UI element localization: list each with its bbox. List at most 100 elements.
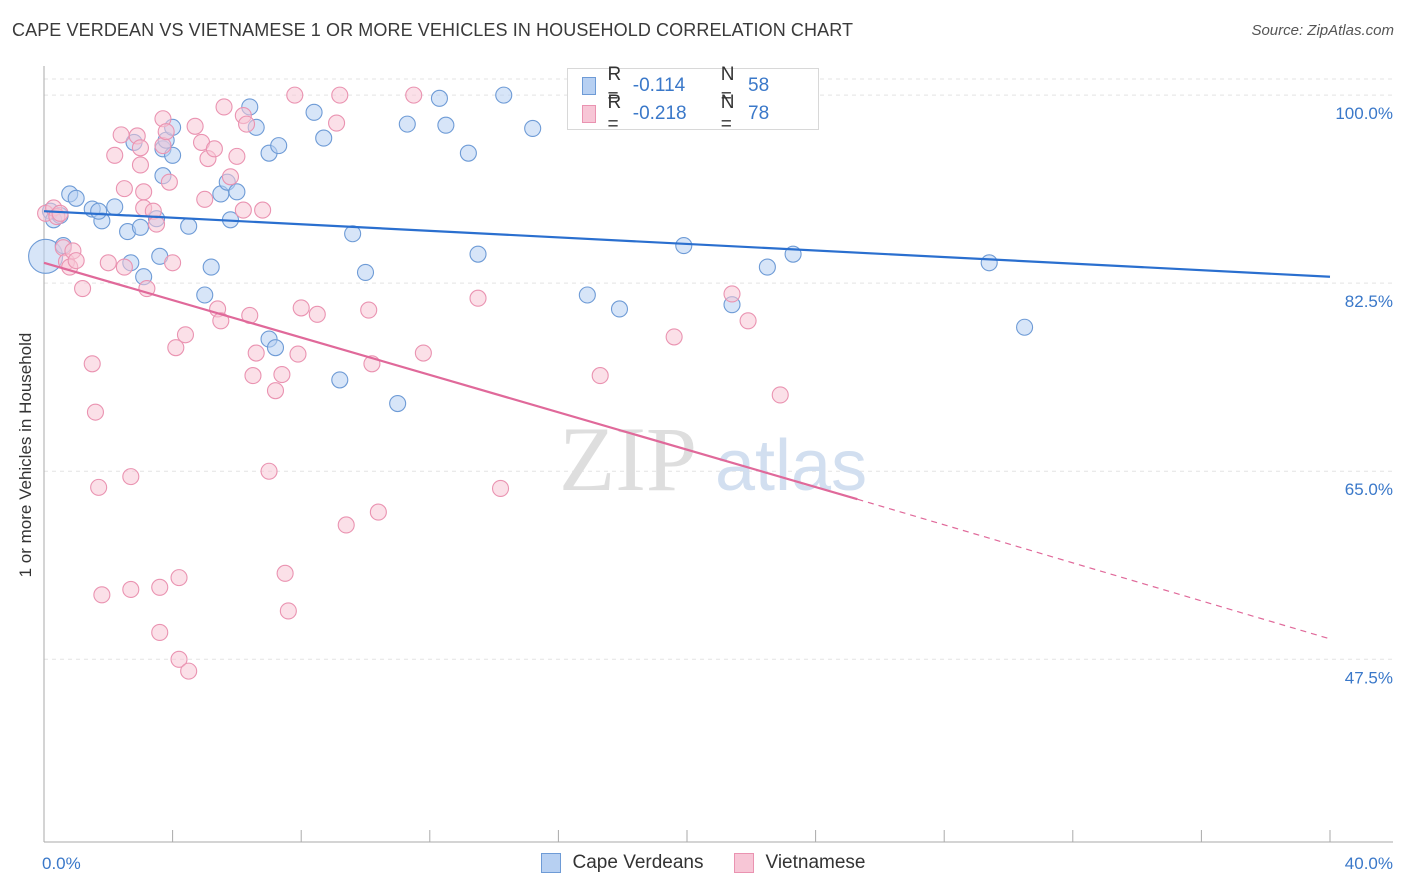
watermark-atlas: atlas xyxy=(715,426,867,506)
cape-verdean-point xyxy=(106,198,124,216)
y-tick-label: 100.0% xyxy=(1335,104,1393,123)
vietnamese-point xyxy=(135,183,153,201)
legend-label: Cape Verdeans xyxy=(572,852,704,873)
vietnamese-point xyxy=(154,137,172,155)
vietnamese-point xyxy=(122,580,140,599)
vietnamese-trend-extension xyxy=(857,498,1331,640)
n-value: 58 xyxy=(748,75,770,96)
cape-verdean-point xyxy=(389,394,407,413)
vietnamese-point xyxy=(237,115,256,133)
cape-verdean-point xyxy=(356,263,375,281)
vietnamese-point xyxy=(176,326,195,344)
vietnamese-point xyxy=(90,478,108,496)
vietnamese-point xyxy=(67,252,85,270)
x-tick-label: 40.0% xyxy=(1345,854,1393,873)
vietnamese-point xyxy=(83,355,101,373)
cape-verdean-point xyxy=(524,119,542,137)
vietnamese-point xyxy=(739,312,757,330)
vietnamese-point xyxy=(212,312,230,330)
vietnamese-point xyxy=(273,365,291,384)
vietnamese-point xyxy=(308,305,326,323)
vietnamese-point xyxy=(151,623,169,641)
cape-verdean-point xyxy=(469,245,487,263)
vietnamese-point xyxy=(170,569,188,587)
n-value: 78 xyxy=(748,103,770,124)
n-label: N = xyxy=(720,92,735,135)
vietnamese-point xyxy=(771,386,789,404)
cape-verdean-point xyxy=(459,144,477,162)
cape-verdean-point xyxy=(202,258,220,276)
vietnamese-point xyxy=(160,173,178,191)
cape-verdean-point xyxy=(305,103,323,121)
y-tick-label: 82.5% xyxy=(1345,292,1393,311)
vietnamese-point xyxy=(337,516,355,534)
vietnamese-trend-line xyxy=(43,261,858,501)
vietnamese-point xyxy=(131,139,149,157)
legend-row-cape-verdeans: R = -0.114 N = 58 xyxy=(582,64,818,107)
vietnamese-point xyxy=(170,650,188,668)
vietnamese-swatch xyxy=(733,853,754,873)
vietnamese-point xyxy=(180,662,198,680)
cape-verdean-point xyxy=(315,129,333,147)
vietnamese-point xyxy=(99,254,117,272)
r-value: -0.114 xyxy=(632,75,686,96)
vietnamese-point xyxy=(234,201,252,219)
vietnamese-point xyxy=(147,215,166,233)
vietnamese-point xyxy=(122,468,140,486)
cape-verdean-point xyxy=(67,189,85,207)
vietnamese-point xyxy=(279,602,297,620)
legend-item-vietnamese[interactable]: Vietnamese xyxy=(733,852,866,874)
cape-verdean-point xyxy=(758,258,776,276)
legend-item-cape-verdeans[interactable]: Cape Verdeans xyxy=(540,852,704,874)
vietnamese-swatch xyxy=(582,105,596,123)
legend-row-vietnamese: R = -0.218 N = 78 xyxy=(582,92,818,135)
vietnamese-point xyxy=(292,299,310,317)
vietnamese-point xyxy=(164,254,182,272)
r-label: R = xyxy=(607,92,622,135)
cape-verdean-point xyxy=(495,86,513,104)
vietnamese-point xyxy=(328,114,346,132)
cape-verdean-point xyxy=(228,183,246,201)
r-value: -0.218 xyxy=(632,103,687,124)
cape-verdean-point xyxy=(180,217,198,235)
cape-verdean-point xyxy=(578,286,596,304)
vietnamese-point xyxy=(74,280,92,298)
vietnamese-point xyxy=(86,403,104,421)
y-tick-label: 47.5% xyxy=(1345,668,1393,687)
vietnamese-point xyxy=(112,126,130,144)
source-label: Source: ZipAtlas.com xyxy=(1251,22,1394,39)
vietnamese-point xyxy=(491,479,510,497)
cape-verdean-point xyxy=(430,89,448,107)
vietnamese-point xyxy=(405,86,423,104)
cape-verdean-point xyxy=(131,218,149,236)
cape-verdean-point xyxy=(610,300,629,318)
cape-verdean-point xyxy=(675,237,693,255)
vietnamese-point xyxy=(228,147,246,165)
vietnamese-point xyxy=(723,285,741,303)
vietnamese-point xyxy=(360,301,378,319)
vietnamese-point xyxy=(205,140,223,158)
cape-verdean-trend-line xyxy=(43,210,1331,278)
r-label: R = xyxy=(607,64,622,107)
vietnamese-point xyxy=(93,586,111,604)
cape-verdean-point xyxy=(980,254,998,272)
axes xyxy=(43,66,1393,843)
cape-verdean-point xyxy=(90,202,108,220)
trend-lines xyxy=(43,210,1331,640)
vietnamese-point xyxy=(167,339,185,357)
cape-verdean-point xyxy=(344,225,362,243)
vietnamese-point xyxy=(157,123,175,141)
vietnamese-point xyxy=(215,98,233,116)
vietnamese-point xyxy=(276,564,294,582)
vietnamese-point xyxy=(369,503,387,521)
vietnamese-point xyxy=(591,367,609,385)
vietnamese-point xyxy=(186,117,204,135)
vietnamese-point xyxy=(331,86,349,104)
vietnamese-point xyxy=(469,289,487,307)
vietnamese-point xyxy=(289,345,307,363)
vietnamese-point xyxy=(131,156,149,174)
legend-label: Vietnamese xyxy=(765,852,866,873)
series-legend: Cape Verdeans Vietnamese xyxy=(0,852,1406,874)
n-label: N = xyxy=(720,64,735,107)
vietnamese-point xyxy=(260,462,278,480)
